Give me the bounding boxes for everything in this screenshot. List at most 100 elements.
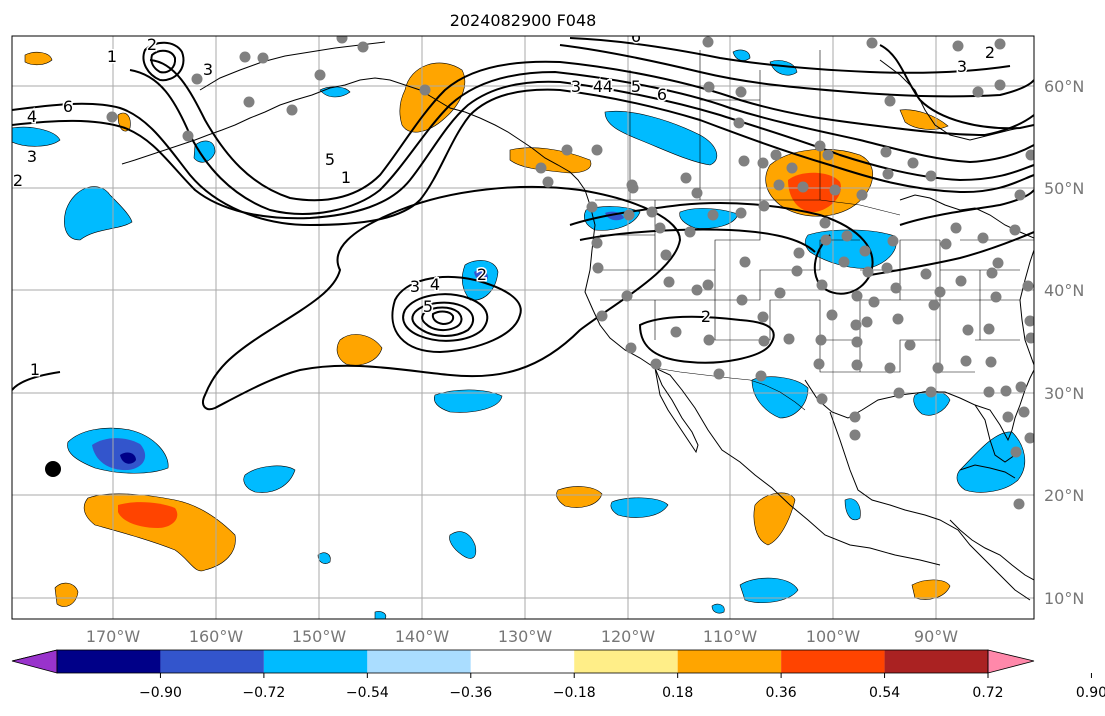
shade-blue-small-3	[732, 49, 751, 61]
station-dot	[1022, 280, 1034, 292]
station-dot	[591, 144, 603, 156]
contour-westerly-2	[12, 80, 1034, 220]
shade-blue-pacific-6	[449, 531, 477, 559]
station-dot	[851, 336, 863, 348]
latitude-label: 50°N	[1044, 179, 1084, 198]
shade-blue-small-4	[769, 60, 798, 76]
shade-orange-small-3	[54, 582, 79, 607]
contour-label: 5	[423, 297, 433, 316]
contour-east-3	[869, 231, 1034, 276]
station-dot	[1025, 332, 1034, 344]
shade-blue-small-2	[12, 126, 61, 147]
colorbar-segment	[367, 650, 471, 673]
colorbar-tick-label: 0.72	[972, 685, 1003, 701]
contour-east-2	[899, 189, 1034, 226]
contour-label: 6	[63, 97, 73, 116]
station-dot	[862, 266, 874, 278]
station-dot	[738, 155, 750, 167]
contour-label: 2	[477, 265, 487, 284]
contour-low-2	[402, 293, 489, 342]
colorbar-segment	[160, 650, 264, 673]
colorbar-tick-label: −0.18	[553, 685, 596, 701]
station-dot	[654, 222, 666, 234]
station-dot	[1009, 224, 1021, 236]
station-dot	[986, 267, 998, 279]
station-dot	[932, 362, 944, 374]
station-dots	[106, 36, 1034, 510]
station-dot	[977, 232, 989, 244]
contour-westerly-3	[129, 69, 1034, 215]
colorbar-tick-label: −0.72	[242, 685, 285, 701]
station-dot	[684, 226, 696, 238]
station-dot	[838, 256, 850, 268]
station-dot	[646, 206, 658, 218]
station-dot	[770, 149, 782, 161]
station-dot	[793, 247, 805, 259]
station-dot	[866, 37, 878, 49]
coast-mexico-east	[829, 411, 1031, 601]
station-dot	[960, 355, 972, 367]
station-dot	[881, 262, 893, 274]
colorbar-segment	[781, 650, 885, 673]
station-dot	[591, 237, 603, 249]
station-dot	[702, 279, 714, 291]
station-dot	[819, 217, 831, 229]
station-dot	[985, 356, 997, 368]
station-dot	[713, 368, 725, 380]
station-dot	[1018, 406, 1030, 418]
colorbar-segment	[470, 650, 575, 673]
station-dot	[952, 40, 964, 52]
station-dot	[882, 168, 894, 180]
station-dot	[650, 358, 662, 370]
station-dot	[663, 276, 675, 288]
colorbar	[11, 649, 1035, 674]
station-dot	[890, 282, 902, 294]
station-dot	[773, 179, 785, 191]
shade-blue-small-9	[374, 611, 387, 619]
colorbar-tick-label: −0.90	[139, 685, 182, 701]
station-dot	[822, 149, 834, 161]
station-dot	[1010, 446, 1022, 458]
station-dot	[851, 359, 863, 371]
station-dot	[950, 222, 962, 234]
shade-orange-small-2	[556, 486, 603, 508]
shade-blue-small-6	[844, 498, 861, 521]
contour-label: 5	[631, 77, 641, 96]
station-dot	[925, 386, 937, 398]
station-dot	[106, 111, 118, 123]
station-dot	[357, 41, 369, 53]
coast-central-america	[949, 519, 1034, 581]
contour-east-1	[879, 44, 1034, 130]
station-dot	[925, 170, 937, 182]
colorbar-tick-label: 0.36	[766, 685, 797, 701]
station-dot	[962, 324, 974, 336]
station-dot	[336, 36, 348, 44]
station-dot	[826, 309, 838, 321]
contour-low-1	[391, 276, 522, 354]
map-frame	[11, 35, 1035, 620]
station-dot	[859, 245, 871, 257]
colorbar-segment	[57, 650, 161, 673]
contour-label: 1	[30, 360, 40, 379]
colorbar-tick-label: −0.36	[449, 685, 492, 701]
contour-plains-2	[579, 228, 816, 253]
contour-pacific-west	[12, 371, 61, 391]
contour-label: 2	[985, 43, 995, 62]
shade-blue-pacific-3	[433, 389, 503, 413]
station-dot	[586, 201, 598, 213]
station-dot	[755, 370, 767, 382]
station-dot	[884, 95, 896, 107]
colorbar-edge	[11, 649, 58, 662]
station-dot	[691, 284, 703, 296]
shade-blue-pacific-1	[64, 186, 133, 241]
station-dot	[816, 279, 828, 291]
border-canada-provinces	[629, 50, 821, 200]
station-dot	[243, 96, 255, 108]
station-dot	[626, 179, 638, 191]
contour-westerly-1	[12, 88, 1034, 227]
shade-blue-pacific-7	[739, 577, 799, 603]
contour-label: 3	[203, 60, 213, 79]
station-dot	[736, 294, 748, 306]
